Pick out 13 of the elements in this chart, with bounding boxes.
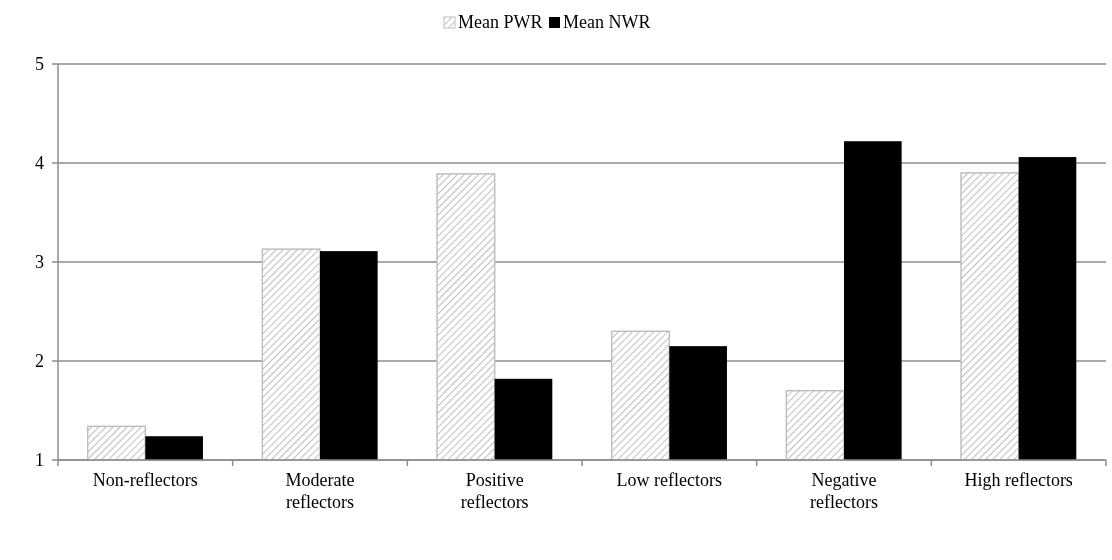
x-tick-label: Positive reflectors <box>460 470 529 512</box>
y-tick-label: 1 <box>35 450 44 471</box>
y-tick-label: 4 <box>35 153 44 174</box>
y-tick-label: 3 <box>35 252 44 273</box>
x-tick-label: Low reflectors <box>616 470 723 490</box>
x-tick-label: Non-reflectors <box>92 470 198 490</box>
legend-label: Mean PWR <box>458 12 543 32</box>
x-tick-label: Moderate reflectors <box>285 470 355 512</box>
x-tick-label: Negative reflectors <box>810 470 878 512</box>
legend-label: Mean NWR <box>563 12 651 32</box>
y-tick-label: 2 <box>35 351 44 372</box>
x-tick-label: High reflectors <box>964 470 1073 490</box>
y-tick-label: 5 <box>35 54 44 75</box>
